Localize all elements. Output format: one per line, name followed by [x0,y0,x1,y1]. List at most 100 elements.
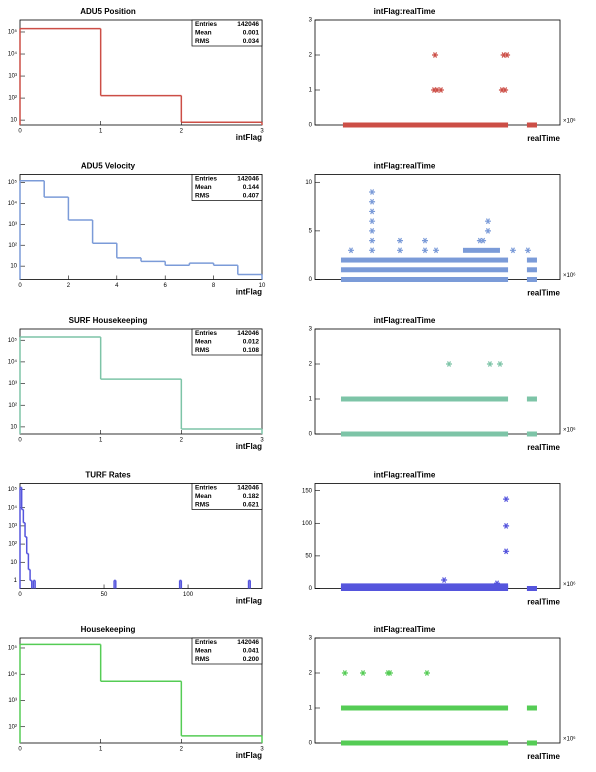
x-tick-label: 0 [18,438,22,444]
x-tick-label: 2 [180,747,184,753]
x-tick-label: 10 [259,283,266,289]
frame [314,174,561,280]
y-tick-label: 10⁴ [8,504,18,511]
y-tick-label: 1 [309,706,313,712]
x-axis-exponent: ×10⁶ [563,118,576,125]
y-tick-label: 1 [14,578,18,584]
point [437,87,444,93]
stats-value: 0.407 [243,192,260,199]
x-tick-label: 1 [99,129,103,135]
y-tick-label: 10⁴ [8,671,18,678]
y-tick-label: 0 [309,277,313,283]
x-axis-label: realTime [527,598,560,607]
point-band [526,277,537,282]
y-tick-label: 10² [8,403,17,409]
x-tick-label: 1 [99,438,103,444]
y-tick-label: 10² [8,96,17,102]
point [509,247,516,254]
point [503,522,510,529]
x-axis-exponent: ×10⁶ [563,581,576,588]
point [503,548,510,555]
point [369,247,376,254]
stats-label: Mean [195,339,212,346]
stats-label: Mean [195,30,212,37]
point [433,247,440,254]
x-tick-label: 3 [260,438,264,444]
frame [314,19,561,126]
point [369,189,376,195]
y-tick-label: 10³ [8,381,17,387]
y-tick-label: 10⁵ [8,486,18,493]
point [423,670,430,676]
point [341,670,348,676]
point [422,247,429,254]
y-tick-label: 10⁵ [8,179,18,186]
x-tick-label: 2 [67,283,71,289]
point-band [526,705,537,711]
y-tick-label: 2 [309,362,313,368]
y-tick-label: 10⁵ [8,337,18,344]
x-tick-label: 0 [18,592,22,598]
point-band [340,431,509,437]
x-axis-label: intFlag [236,597,262,606]
x-axis-label: intFlag [236,442,262,451]
y-tick-label: 2 [309,671,313,677]
x-tick-label: 50 [101,592,108,598]
stats-value: 0.144 [243,184,260,191]
y-tick-label: 3 [309,18,313,24]
stats-box [191,637,263,665]
stats-label: RMS [195,192,210,199]
stats-value: 0.012 [243,339,260,346]
point [503,496,510,503]
point [486,361,493,367]
point [360,670,367,676]
frame [314,483,561,589]
point-band [340,267,509,273]
point [494,580,501,587]
point-band [340,257,509,263]
point-band [462,247,500,253]
point [397,247,404,254]
y-tick-label: 10² [8,243,17,249]
point [397,237,404,244]
y-tick-label: 0 [309,123,313,129]
point-band [526,257,537,263]
x-axis-label: realTime [527,134,560,143]
chart-title: Housekeeping [81,625,136,634]
point [369,237,376,244]
point [369,208,376,215]
chart-title: intFlag:realTime [374,7,436,16]
x-axis-label: realTime [527,289,560,298]
stats-label: RMS [195,501,210,508]
x-tick-label: 0 [18,129,22,135]
point [369,218,376,225]
point-band [526,122,537,128]
x-tick-label: 0 [18,747,22,753]
y-tick-label: 1 [309,397,313,403]
stats-label: Mean [195,648,212,655]
chart-title: ADU5 Position [80,7,136,16]
stats-box [191,174,263,201]
y-tick-label: 10⁴ [8,51,18,58]
point-band [526,267,537,273]
y-tick-label: 50 [305,553,312,559]
point-band [340,705,509,711]
chart-title: SURF Housekeeping [69,316,148,325]
y-tick-label: 150 [302,488,313,494]
stats-label: RMS [195,347,210,354]
stats-label: Mean [195,184,212,191]
y-tick-label: 10² [8,724,17,730]
chart-title: ADU5 Velocity [81,162,136,171]
y-tick-label: 10 [305,180,312,186]
stats-value: 0.001 [243,30,260,37]
x-axis-label: realTime [527,752,560,761]
stats-label: Entries [195,21,217,28]
y-tick-label: 3 [309,636,313,642]
point-band [526,740,537,746]
frame [314,637,561,744]
point [432,52,439,58]
stats-label: RMS [195,38,210,45]
stats-box [191,328,263,356]
stats-box [191,19,263,47]
x-axis-label: intFlag [236,751,262,760]
